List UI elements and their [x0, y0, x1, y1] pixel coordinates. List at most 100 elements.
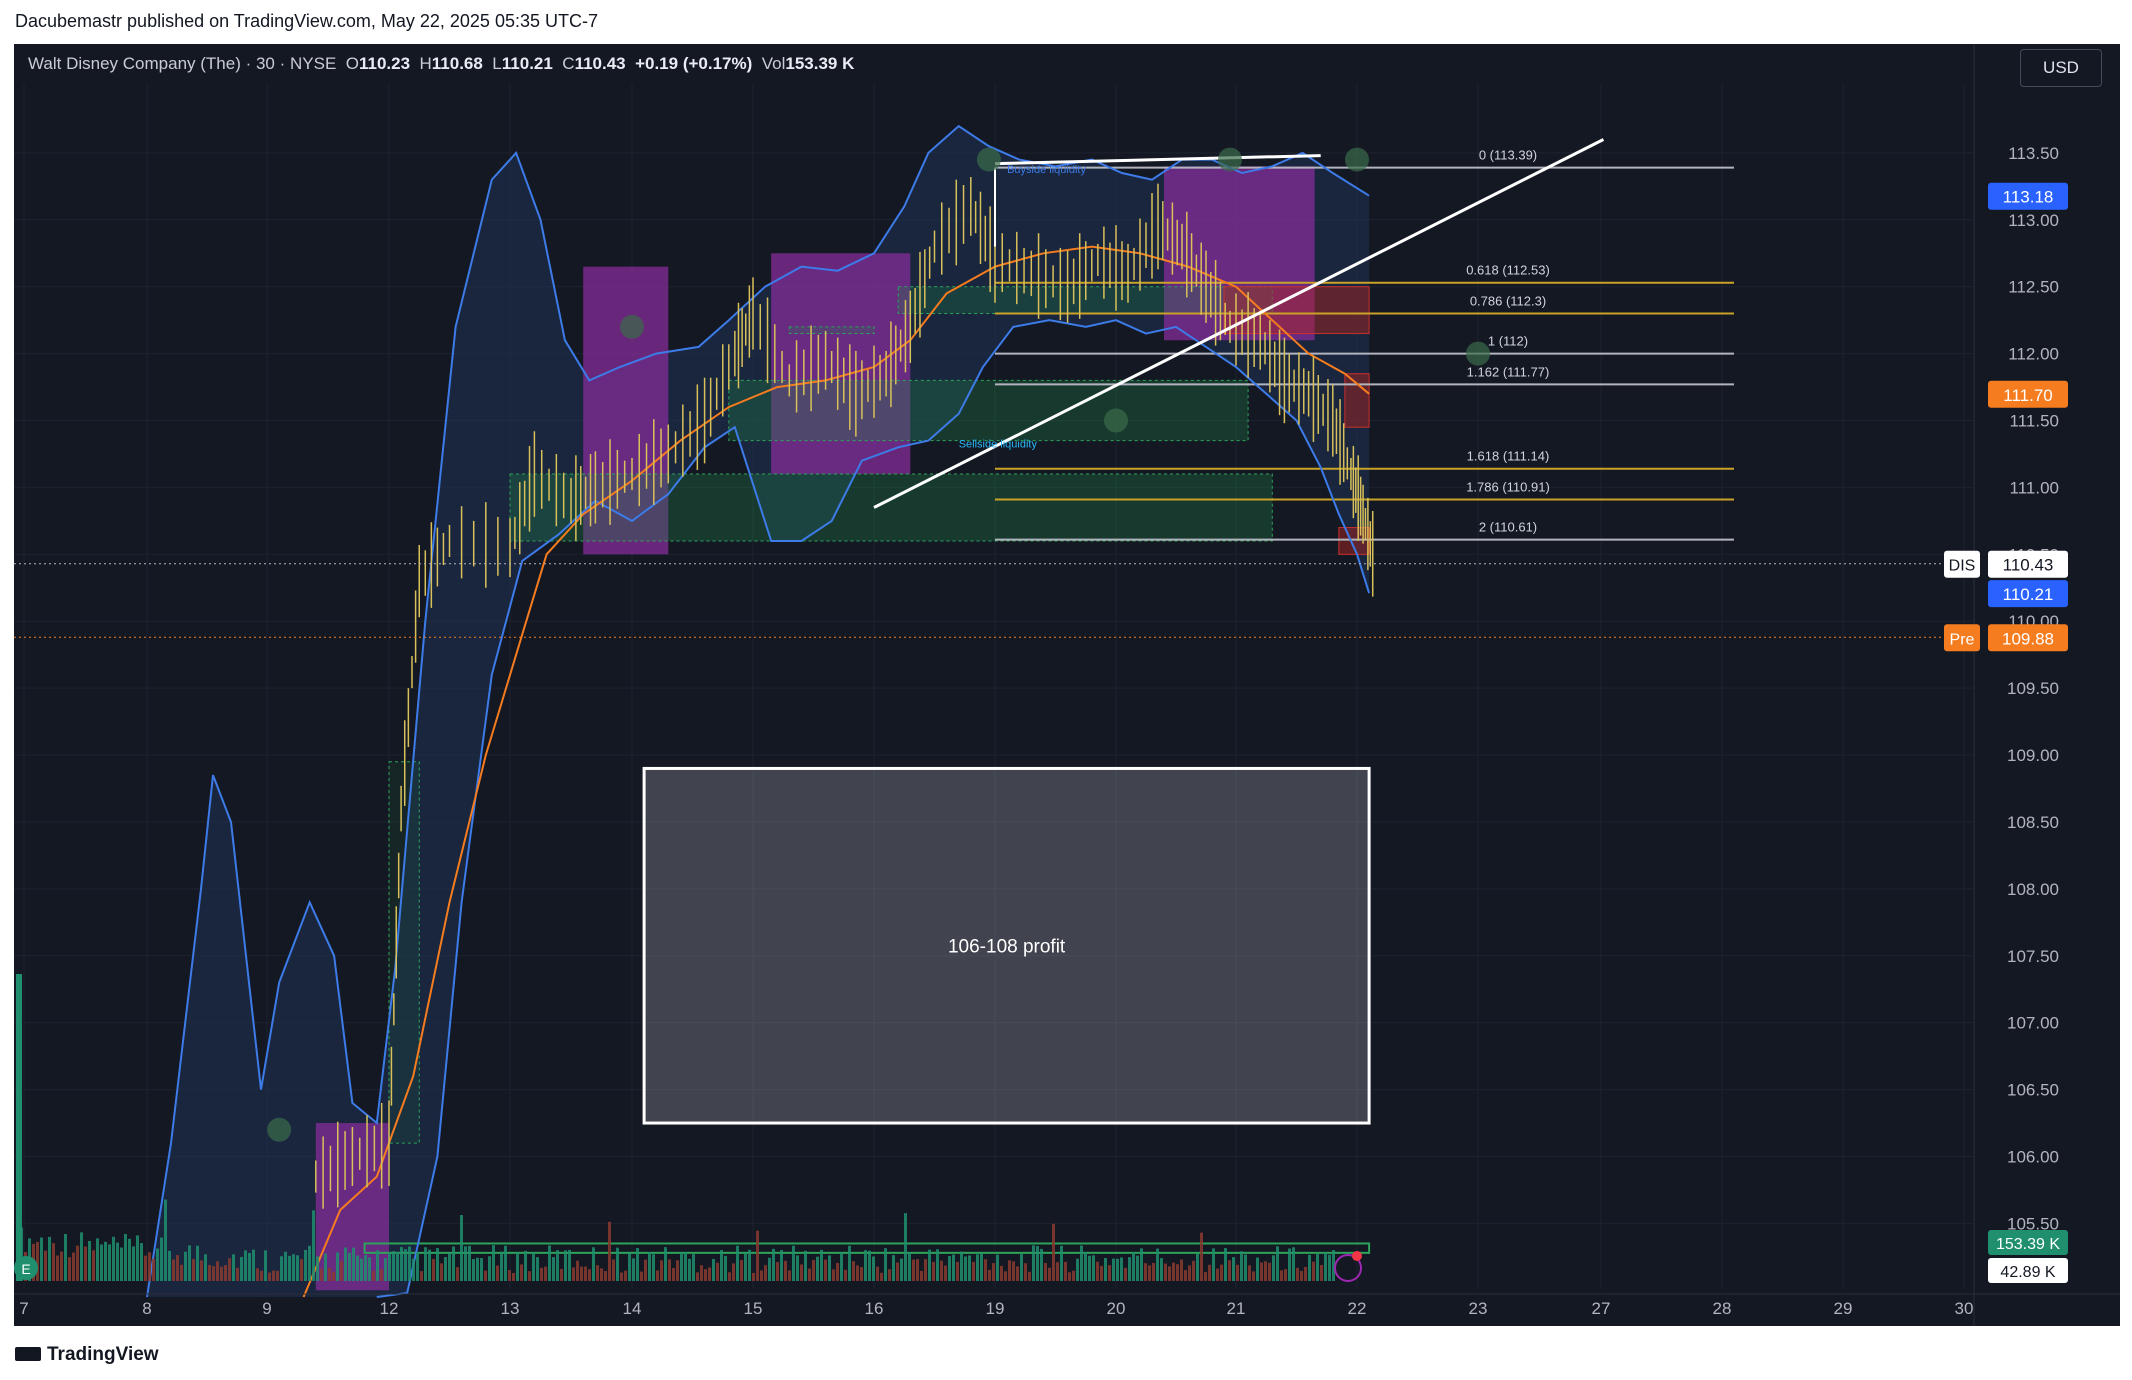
volume-bar [536, 1257, 539, 1281]
volume-bar [1252, 1271, 1255, 1281]
pivot-marker [620, 314, 644, 339]
volume-bar [1036, 1246, 1039, 1281]
volume-bar [540, 1267, 543, 1281]
y-tick-label: 106.00 [2007, 1147, 2059, 1166]
x-tick-label: 21 [1227, 1299, 1246, 1318]
volume-bar [380, 1269, 383, 1281]
red-zone [1344, 373, 1370, 428]
volume-bar [1060, 1245, 1063, 1281]
volume-bar [412, 1258, 415, 1281]
volume-bar [524, 1250, 527, 1281]
volume-bar [544, 1266, 547, 1281]
green-zone [728, 379, 1249, 442]
trendlines [873, 138, 1605, 509]
volume-bar [104, 1241, 107, 1281]
volume-bar [684, 1252, 687, 1281]
volume-bar [356, 1255, 359, 1281]
volume-bar [124, 1234, 127, 1281]
volume-bar [972, 1261, 975, 1281]
volume-bar [564, 1250, 567, 1281]
volume-bar [664, 1247, 667, 1281]
volume-bar [228, 1258, 231, 1281]
y-tick-label: 112.50 [2008, 278, 2059, 297]
volume-bar [188, 1245, 191, 1281]
volume-bar [464, 1246, 467, 1281]
volume-bar [584, 1266, 587, 1281]
volume-bar [100, 1244, 103, 1281]
volume-bar [312, 1210, 315, 1281]
volume-bar [436, 1247, 439, 1281]
volume-bar [320, 1268, 323, 1281]
profit-box [642, 766, 1371, 1125]
pivot-marker [1218, 147, 1242, 172]
volume-bar [64, 1234, 67, 1281]
volume-bar [592, 1247, 595, 1281]
volume-bar [776, 1262, 779, 1281]
volume-bar [940, 1260, 943, 1281]
volume-bar [880, 1272, 883, 1281]
volume-bar [120, 1247, 123, 1281]
volume-bar [388, 1252, 391, 1281]
volume-bar [920, 1270, 923, 1281]
tradingview-icon [15, 1347, 41, 1361]
volume-bar [644, 1259, 647, 1281]
volume-bar [720, 1250, 723, 1281]
volume-bar [748, 1249, 751, 1281]
x-tick-label: 19 [986, 1299, 1005, 1318]
volume-bar [428, 1249, 431, 1281]
x-tick-label: 12 [380, 1299, 399, 1318]
volume-bar [256, 1268, 259, 1281]
volume-bar [556, 1250, 559, 1281]
volume-bar [872, 1256, 875, 1281]
volume-bar [612, 1259, 615, 1281]
tradingview-logo[interactable]: TradingView [15, 1344, 159, 1366]
volume-bar [1184, 1270, 1187, 1281]
volume-bar [1188, 1265, 1191, 1281]
volume-label-bg [1988, 1230, 2068, 1255]
volume-label: 153.39 K [1996, 1236, 2060, 1253]
volume-bar [184, 1251, 187, 1281]
volume-bar [268, 1272, 271, 1281]
pivot-marker [976, 147, 1001, 172]
volume-bar [252, 1249, 255, 1281]
volume-bar [208, 1265, 211, 1281]
volume-ma-label: 42.89 K [2000, 1264, 2055, 1281]
volume-bar [1208, 1264, 1211, 1281]
volume-bar [332, 1271, 335, 1281]
volume-bar [632, 1258, 635, 1281]
volume-bar [1212, 1248, 1215, 1281]
volume-bar [452, 1246, 455, 1281]
volume-bar [1156, 1248, 1159, 1281]
volume-bar [424, 1247, 427, 1281]
volume-bar [860, 1267, 863, 1281]
pivot-markers [267, 147, 1490, 1142]
volume-bar [500, 1251, 503, 1281]
fib-label: 1 (112) [1488, 334, 1528, 349]
volume-bar [156, 1248, 159, 1281]
chart-panel[interactable]: 0 (113.39) 0.618 (112.53) 0.786 (112.3) 1 (… [14, 44, 2120, 1326]
volume-bar [1172, 1262, 1175, 1281]
currency-button[interactable]: USD [2020, 49, 2102, 87]
bollinger-fill [147, 126, 1370, 1298]
volume-bar [956, 1261, 959, 1281]
change-value: +0.19 (+0.17%) [635, 54, 753, 73]
volume-bar [1260, 1262, 1263, 1281]
magenta-zone [771, 253, 911, 475]
volume-bar [1080, 1245, 1083, 1281]
volume-bar [932, 1261, 935, 1281]
volume-bar [1128, 1257, 1131, 1281]
premarket-price-label: 109.88 [2002, 629, 2054, 648]
volume-bar [892, 1255, 895, 1281]
volume-bar [340, 1260, 343, 1281]
buyside-liquidity-label: Buyside liquidity [1007, 164, 1086, 176]
volume-bar [668, 1259, 671, 1281]
volume-bar [760, 1270, 763, 1281]
volume-bar [820, 1249, 823, 1281]
price-chart[interactable]: 0 (113.39) 0.618 (112.53) 0.786 (112.3) 1 (… [14, 44, 2120, 1326]
volume-bar [888, 1269, 891, 1281]
earnings-icon-letter: E [21, 1261, 30, 1277]
volume-bar [984, 1259, 987, 1281]
volume-bar [856, 1265, 859, 1281]
volume-bar [704, 1269, 707, 1281]
volume-bar [708, 1267, 711, 1281]
